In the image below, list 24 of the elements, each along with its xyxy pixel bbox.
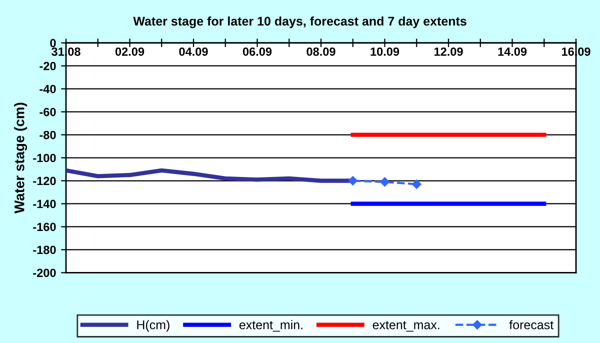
x-tick-label: 06.09: [242, 47, 272, 56]
x-tick-label: 12.09: [434, 47, 463, 56]
y-tick-label: -80: [40, 130, 56, 140]
legend-label: extent_min.: [239, 320, 302, 332]
x-tick-label: 14.09: [498, 47, 527, 56]
y-tick-label: -120: [33, 176, 56, 186]
y-tick-label: -60: [40, 108, 56, 116]
y-tick-label: 0: [50, 38, 56, 48]
y-tick-label: -40: [40, 84, 56, 94]
x-tick-label: 04.09: [179, 47, 208, 56]
legend-label: extent_max.: [372, 321, 440, 332]
y-tick-label: -140: [33, 200, 56, 208]
x-tick-label: 08.09: [306, 47, 336, 56]
y-tick-label: -100: [33, 154, 56, 162]
x-tick-label: 10.09: [370, 47, 400, 56]
legend-label: forecast: [509, 320, 554, 330]
chart-title: Water stage for later 10 days, forecast and 7 day extents: [133, 16, 466, 28]
y-tick-label: -180: [33, 246, 56, 254]
y-tick-label: -20: [40, 62, 56, 70]
x-tick-label: 02.09: [115, 47, 144, 56]
y-axis-title: Water stage (cm): [14, 102, 28, 214]
legend-label: H(cm): [137, 320, 170, 332]
y-tick-label: -200: [33, 268, 56, 278]
y-tick-label: -160: [33, 222, 56, 232]
